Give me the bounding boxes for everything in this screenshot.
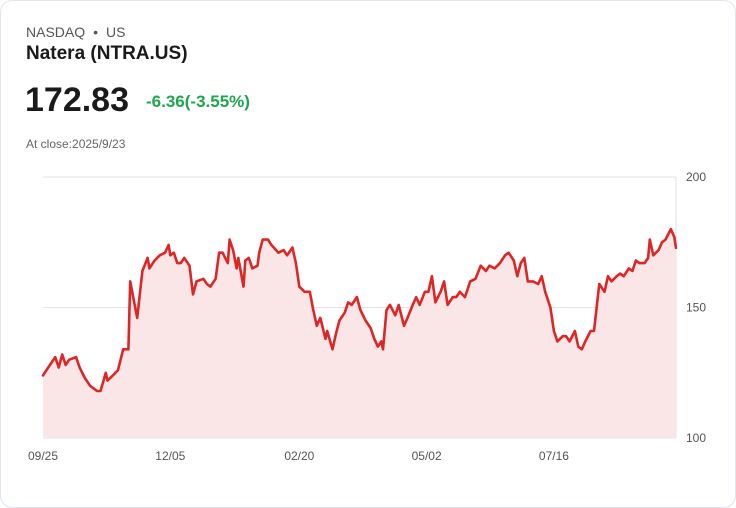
price-area-fill [43,229,676,438]
price-change: -6.36(-3.55%) [146,92,250,111]
exchange-line: NASDAQ • US [26,24,125,40]
region: US [106,24,126,40]
x-tick-label: 07/16 [539,449,569,463]
price-line [41,227,678,393]
x-tick-label: 09/25 [28,449,58,463]
stock-title: Natera (NTRA.US) [26,43,188,64]
x-tick-label: 12/05 [155,449,185,463]
y-tick-label: 150 [686,301,706,315]
price: 172.83 [25,81,129,119]
y-tick-label: 200 [686,170,706,184]
x-tick-label: 02/20 [284,449,314,463]
separator: • [93,24,99,40]
x-tick-label: 05/02 [412,449,442,463]
y-tick-label: 100 [686,431,706,445]
close-label: At close:2025/9/23 [26,137,126,151]
exchange: NASDAQ [26,24,86,40]
